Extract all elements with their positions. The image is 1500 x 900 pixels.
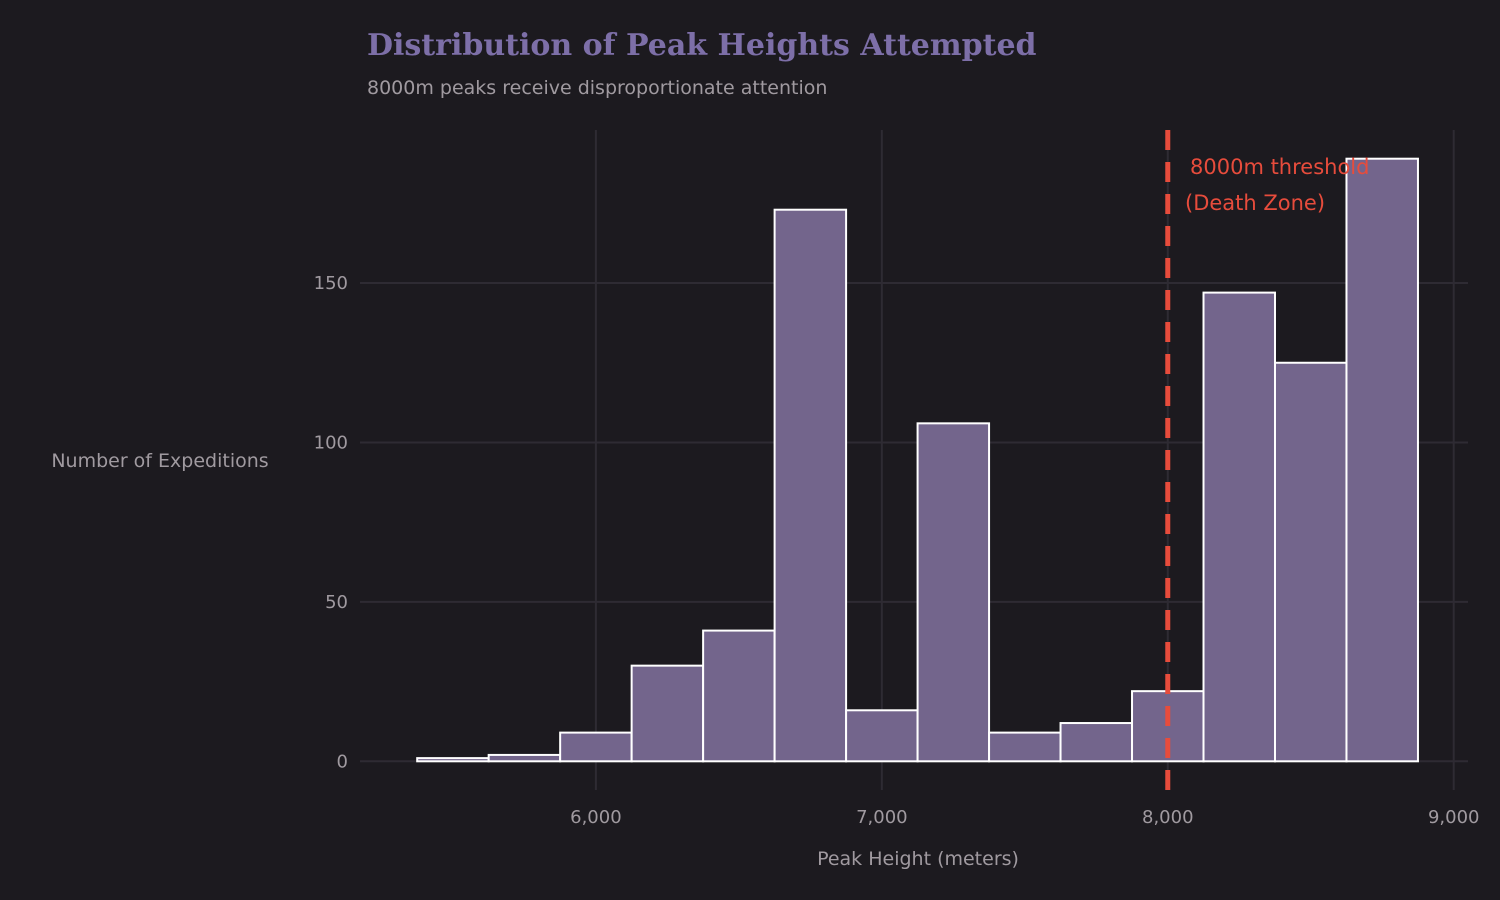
histogram-bar xyxy=(773,208,848,763)
histogram-bar xyxy=(487,753,562,763)
histogram-bar xyxy=(416,757,490,763)
chart-title: Distribution of Peak Heights Attempted xyxy=(367,28,1037,63)
x-tick-label: 9,000 xyxy=(1428,807,1480,828)
x-axis-label: Peak Height (meters) xyxy=(817,848,1019,870)
y-axis-label: Number of Expeditions xyxy=(51,450,268,472)
histogram-bar xyxy=(988,731,1062,763)
bars xyxy=(416,157,1419,763)
histogram-bar xyxy=(702,629,776,763)
chart-subtitle: 8000m peaks receive disproportionate att… xyxy=(367,77,828,99)
histogram-bar xyxy=(559,731,633,763)
y-tick-label: 100 xyxy=(314,432,348,453)
histogram-bar xyxy=(630,664,705,763)
histogram-bar xyxy=(1345,157,1419,763)
histogram-bar xyxy=(1202,291,1276,763)
histogram-bar xyxy=(845,709,919,763)
y-tick-label: 150 xyxy=(314,273,348,294)
threshold-annotation-line2: (Death Zone) xyxy=(1185,191,1325,215)
x-tick-label: 6,000 xyxy=(570,807,622,828)
histogram-bar xyxy=(916,422,991,763)
tick-labels: 6,000 7,000 8,000 9,000 0 50 100 150 xyxy=(314,273,1480,828)
histogram-bar xyxy=(1059,722,1134,763)
y-tick-label: 0 xyxy=(337,751,348,772)
x-tick-label: 8,000 xyxy=(1142,807,1194,828)
threshold-annotation-line1: 8000m threshold xyxy=(1190,155,1369,179)
y-tick-label: 50 xyxy=(325,592,348,613)
histogram-bar xyxy=(1273,361,1348,763)
x-tick-label: 7,000 xyxy=(856,807,908,828)
